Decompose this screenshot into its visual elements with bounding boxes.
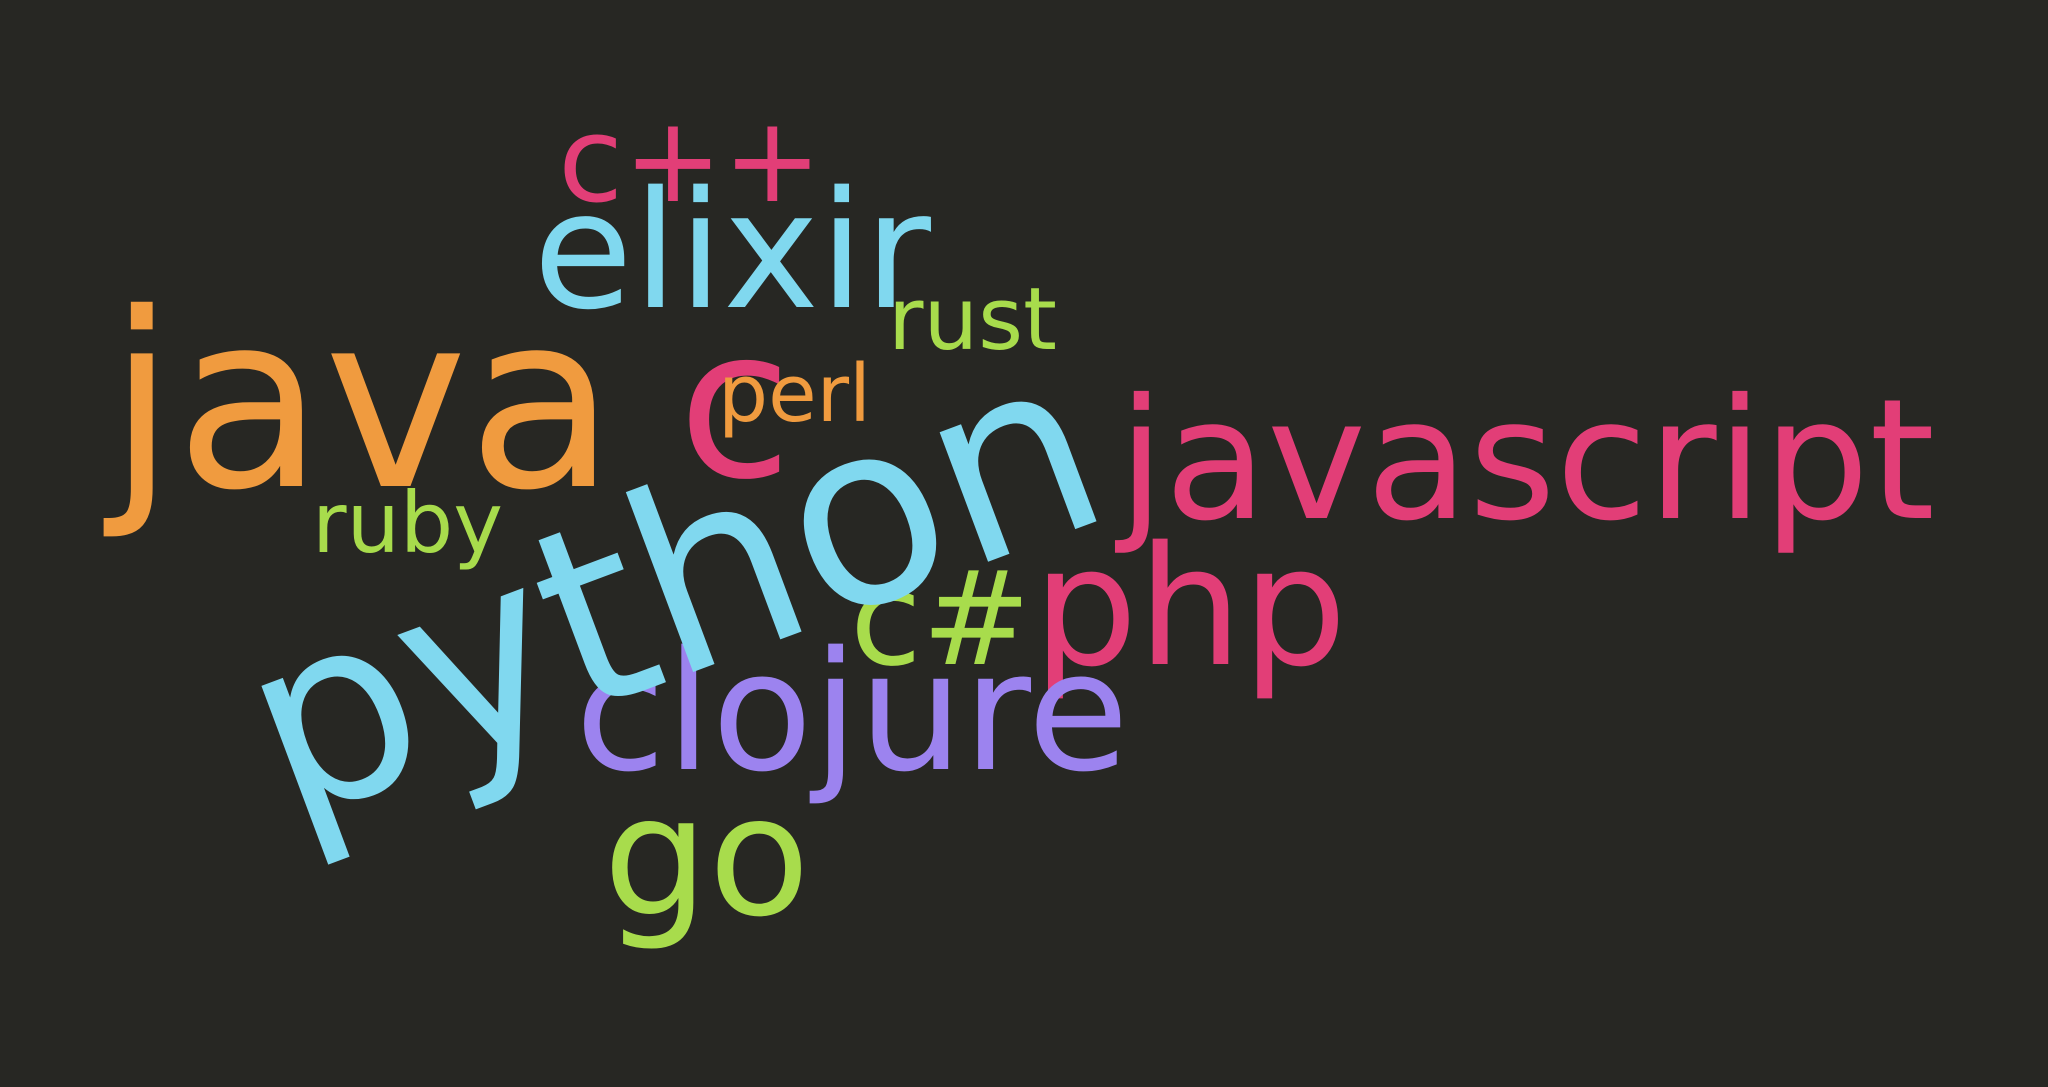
- word-perl: perl: [718, 347, 871, 440]
- word-ruby: ruby: [312, 474, 503, 573]
- word-clojure: clojure: [575, 615, 1129, 808]
- word-elixir: elixir: [533, 156, 931, 346]
- word-rust: rust: [888, 270, 1057, 371]
- word-javascript: javascript: [1118, 364, 1935, 558]
- word-php: php: [1033, 510, 1347, 703]
- word-java: java: [108, 261, 616, 544]
- word-cpp: c++: [558, 90, 822, 229]
- word-go: go: [603, 760, 810, 954]
- word-c: c: [678, 283, 792, 525]
- word-csharp: c#: [850, 542, 1031, 695]
